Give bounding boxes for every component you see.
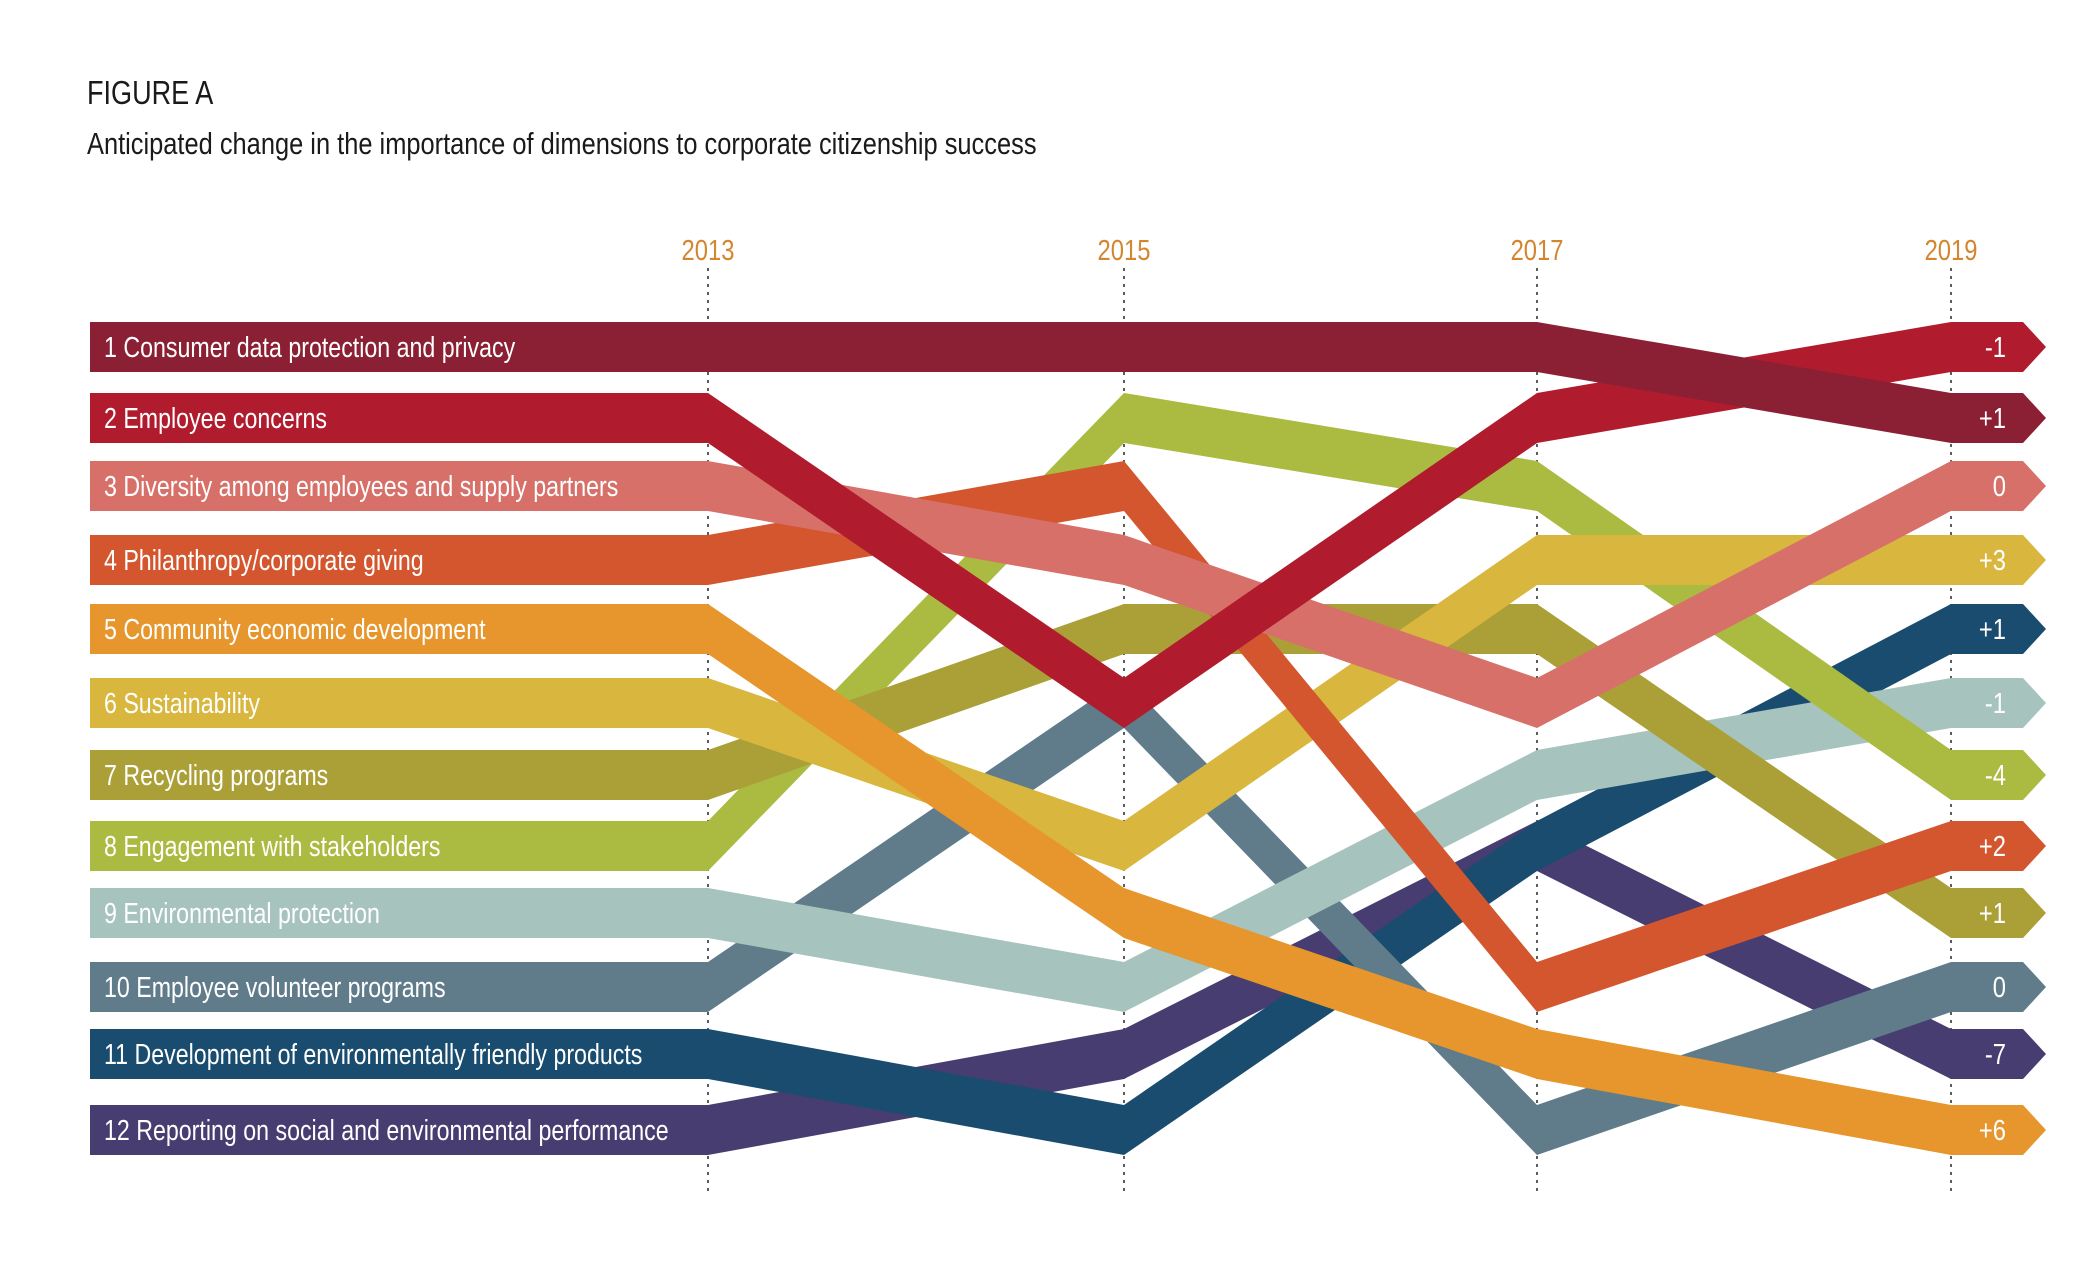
series-label-3: 3 Diversity among employees and supply p… [104, 469, 618, 502]
series-label-10: 10 Employee volunteer programs [104, 970, 446, 1003]
series-9 [90, 678, 2046, 1012]
end-label-12: -7 [1985, 1038, 2006, 1071]
series-label-11: 11 Development of environmentally friend… [104, 1037, 642, 1070]
series-8 [90, 393, 2046, 871]
series-band-2 [90, 322, 2046, 728]
series-label-7: 7 Recycling programs [104, 758, 328, 791]
series-label-6: 6 Sustainability [104, 686, 261, 719]
end-label-8: -4 [1985, 759, 2006, 792]
year-label-2019: 2019 [1925, 234, 1978, 267]
series-2 [90, 322, 2046, 728]
end-label-1: +1 [1979, 402, 2006, 435]
year-label-2013: 2013 [682, 234, 735, 267]
end-label-11: +1 [1979, 613, 2006, 646]
series-label-8: 8 Engagement with stakeholders [104, 829, 440, 862]
end-label-2: -1 [1985, 331, 2006, 364]
year-label-2015: 2015 [1098, 234, 1151, 267]
series-label-12: 12 Reporting on social and environmental… [104, 1113, 669, 1146]
figure-label: FIGURE A [87, 74, 214, 111]
series-label-1: 1 Consumer data protection and privacy [104, 330, 516, 363]
series-5 [90, 604, 2046, 1155]
series-label-9: 9 Environmental protection [104, 896, 380, 929]
series-band-1 [90, 322, 2046, 443]
series-6 [90, 535, 2046, 871]
series-label-5: 5 Community economic development [104, 612, 486, 645]
series-12 [90, 821, 2046, 1155]
series-label-2: 2 Employee concerns [104, 401, 327, 434]
series-11 [90, 604, 2046, 1155]
series-band-11 [90, 604, 2046, 1155]
series-band-9 [90, 678, 2046, 1012]
series-band-5 [90, 604, 2046, 1155]
end-label-6: +3 [1979, 544, 2006, 577]
chart-title: Anticipated change in the importance of … [87, 126, 1037, 161]
end-label-5: +6 [1979, 1114, 2006, 1147]
series-3 [90, 461, 2046, 728]
end-label-7: +1 [1979, 897, 2006, 930]
end-label-9: -1 [1985, 687, 2006, 720]
series-label-4: 4 Philanthropy/corporate giving [104, 543, 424, 576]
series-band-3 [90, 461, 2046, 728]
end-label-10: 0 [1993, 971, 2006, 1004]
series-1 [90, 322, 2046, 443]
year-label-2017: 2017 [1511, 234, 1564, 267]
end-label-4: +2 [1979, 830, 2006, 863]
end-label-3: 0 [1993, 470, 2006, 503]
series-band-12 [90, 821, 2046, 1155]
series-band-6 [90, 535, 2046, 871]
series-band-8 [90, 393, 2046, 871]
